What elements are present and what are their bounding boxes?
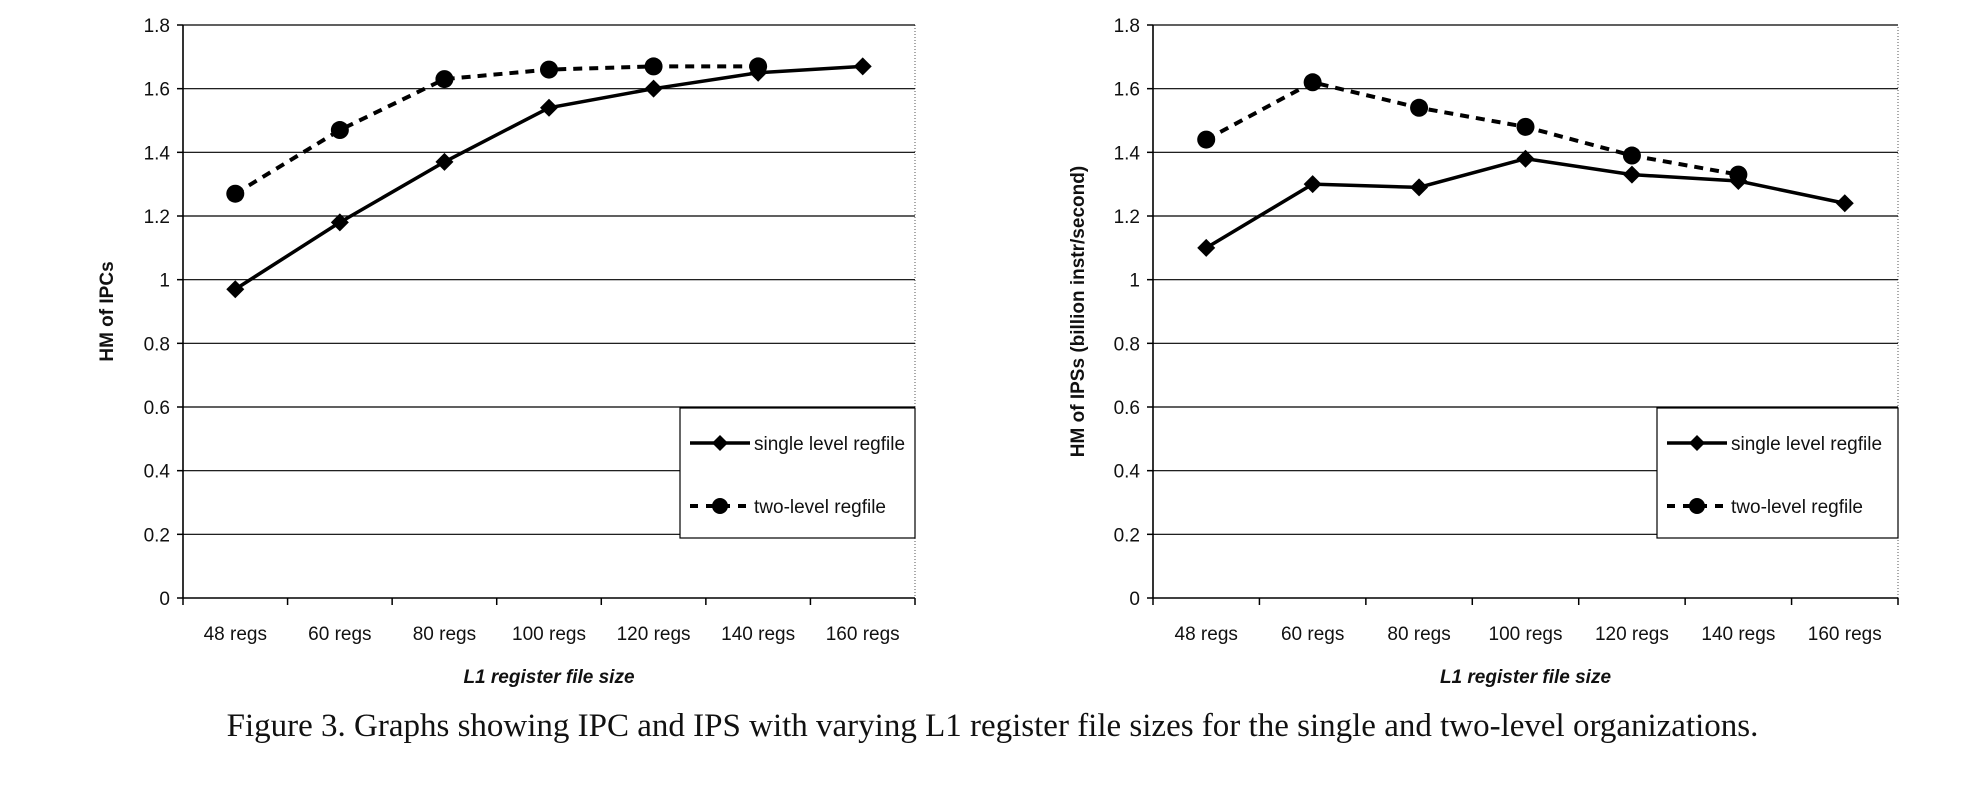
circle-marker [1516,117,1535,136]
series-line-2 [1205,80,1739,177]
circle-marker [1622,146,1641,165]
y-tick-label: 0.6 [1114,398,1140,419]
diamond-marker [435,152,454,171]
circle-marker [435,70,454,89]
y-tick-label: 1.2 [1114,207,1140,228]
x-tick-label: 160 regs [1808,624,1882,645]
diamond-marker [644,79,663,98]
legend-label: two-level regfile [754,497,886,518]
legend-box [1656,407,1899,539]
diamond-marker [1622,165,1641,184]
circle-marker [749,57,768,76]
y-tick-label: 1.4 [144,143,171,164]
x-tick-label: 60 regs [308,624,371,645]
x-tick-label: 100 regs [1489,624,1563,645]
x-tick-label: 140 regs [1701,624,1775,645]
circle-marker [226,184,245,203]
legend-box [679,407,916,539]
x-tick-label: 80 regs [1387,624,1450,645]
series-line-2 [234,64,759,196]
legend-label: two-level regfile [1731,497,1863,518]
diamond-marker [1303,175,1322,194]
circle-marker [1303,73,1322,92]
y-tick-label: 1.6 [144,80,170,101]
x-tick-label: 160 regs [826,624,900,645]
y-tick-label: 0.2 [144,525,170,546]
figure: 0 0.2 0.4 0.6 0.8 1 1.2 1.4 1.6 1.8 48 regs 60 regs… [97,16,1899,688]
y-tick-label: 0.4 [1114,462,1141,483]
y-tick-label: 0.2 [1114,525,1140,546]
series-line-1 [1205,156,1846,250]
circle-marker [644,57,663,76]
x-tick-label: 120 regs [1595,624,1669,645]
diamond-marker [1410,178,1429,197]
legend-diamond-marker [1689,435,1705,451]
diamond-marker [853,57,872,76]
y-tick-label: 0.4 [144,462,171,483]
x-tick-label: 120 regs [617,624,691,645]
chart-1: 0 0.2 0.4 0.6 0.8 1 1.2 1.4 1.6 1.8 48 regs 60 regs… [97,16,916,688]
y-tick-label: 1 [1129,271,1140,292]
x-tick-label: 48 regs [204,624,267,645]
y-tick-label: 1.8 [144,16,170,37]
circle-marker [330,121,349,140]
legend-label: single level regfile [754,434,905,455]
diamond-marker [540,98,558,117]
x-tick-label: 100 regs [512,624,586,645]
circle-marker [1410,98,1429,117]
y-tick-label: 1.8 [1114,16,1140,37]
y-tick-label: 0 [159,589,170,610]
y-tick-label: 0 [1129,589,1140,610]
y-tick-label: 0.8 [1114,334,1140,355]
y-axis-title: HM of IPSs (billion instr/second) [1068,166,1089,457]
legend-circle-marker [1689,498,1705,514]
x-axis-title: L1 register file size [1440,667,1612,688]
y-tick-label: 0.8 [144,334,170,355]
x-axis-title: L1 register file size [463,667,635,688]
circle-marker [1197,130,1216,149]
x-tick-label: 48 regs [1175,624,1238,645]
x-tick-label: 140 regs [721,624,795,645]
x-tick-label: 60 regs [1281,624,1344,645]
y-axis-title: HM of IPCs [97,261,118,361]
diamond-marker [330,213,349,232]
y-tick-label: 1 [159,271,170,292]
diamond-marker [1835,194,1854,213]
legend-circle-marker [712,498,728,514]
circle-marker [540,60,558,79]
diamond-marker [1516,149,1535,168]
chart-2: 0 0.2 0.4 0.6 0.8 1 1.2 1.4 1.6 1.8 48 regs 60 regs… [1068,16,1899,688]
y-tick-label: 0.6 [144,398,170,419]
y-tick-label: 1.6 [1114,80,1140,101]
legend-label: single level regfile [1731,434,1882,455]
x-tick-label: 80 regs [413,624,476,645]
diamond-marker [1197,238,1216,257]
legend-diamond-marker [712,435,728,451]
circle-marker [1729,165,1748,184]
y-tick-label: 1.4 [1114,143,1141,164]
y-tick-label: 1.2 [144,207,170,228]
diamond-marker [226,280,245,299]
figure-caption: Figure 3. Graphs showing IPC and IPS wit… [226,708,1759,744]
